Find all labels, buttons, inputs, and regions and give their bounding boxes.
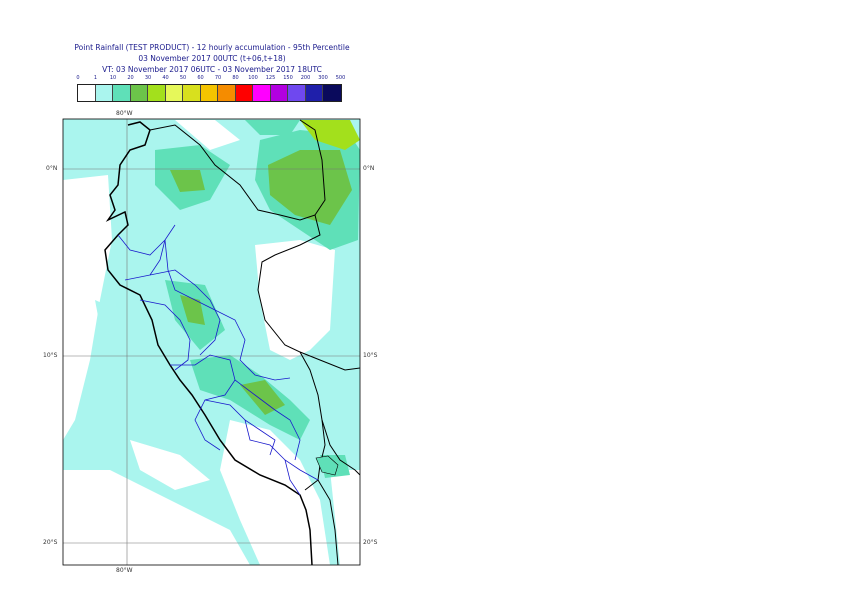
land-dry-area bbox=[220, 420, 330, 565]
lat-label-10-left: 10°S bbox=[43, 352, 58, 359]
map-frame bbox=[62, 118, 361, 566]
region-boundary bbox=[284, 459, 301, 496]
legend-swatch bbox=[200, 85, 218, 101]
ocean-dry-area bbox=[63, 175, 112, 440]
legend-tick-label: 60 bbox=[197, 75, 204, 81]
region-boundary bbox=[139, 299, 191, 371]
legend-tick-label: 500 bbox=[335, 75, 346, 81]
lon-label-bottom: 80°W bbox=[116, 567, 133, 574]
legend-tick-label: 50 bbox=[179, 75, 187, 81]
chart-title-line2: 03 November 2017 00UTC (t+06,t+18) bbox=[138, 54, 286, 63]
lat-label-20-left: 20°S bbox=[43, 539, 58, 546]
region-boundary bbox=[164, 239, 291, 381]
legend-tick-label: 1 bbox=[93, 75, 98, 81]
legend-tick-label: 80 bbox=[232, 75, 239, 81]
legend-swatch bbox=[183, 85, 201, 101]
rain-area bbox=[245, 120, 300, 135]
legend-swatch bbox=[253, 85, 271, 101]
lat-label-20-right: 20°S bbox=[363, 539, 378, 546]
legend-tick-label: 40 bbox=[162, 75, 169, 81]
legend-color-bar bbox=[77, 84, 342, 102]
rain-area bbox=[180, 295, 205, 325]
legend-tick-label: 100 bbox=[248, 75, 258, 81]
lat-label-10-right: 10°S bbox=[363, 352, 378, 359]
region-boundary bbox=[149, 239, 166, 276]
region-boundary bbox=[170, 354, 236, 451]
legend-swatch bbox=[235, 85, 253, 101]
legend-swatch bbox=[148, 85, 166, 101]
legend-tick-label: 150 bbox=[283, 75, 293, 81]
region-boundary bbox=[117, 224, 176, 256]
legend-tick-label: 30 bbox=[144, 75, 152, 81]
ocean-dry-area bbox=[130, 440, 210, 490]
country-border bbox=[317, 479, 339, 565]
legend-tick-label: 200 bbox=[300, 75, 311, 81]
legend-swatch bbox=[113, 85, 131, 101]
lon-label-top: 80°W bbox=[116, 110, 133, 117]
rain-area bbox=[190, 355, 310, 440]
country-border bbox=[149, 124, 326, 491]
region-boundary bbox=[124, 269, 221, 356]
legend-tick-labels: 0 1 10 20 30 40 50 60 70 80 100 125 150 200 300 500 bbox=[0, 75, 842, 85]
lat-label-0-right: 0°N bbox=[363, 165, 375, 172]
legend-swatch bbox=[130, 85, 148, 101]
chart-title-line1: Point Rainfall (TEST PRODUCT) - 12 hourl… bbox=[74, 43, 350, 52]
land-dry-area bbox=[330, 470, 360, 565]
legend-tick-label: 125 bbox=[265, 75, 276, 81]
ocean-dry-area bbox=[95, 300, 175, 470]
legend-tick-label: 10 bbox=[109, 75, 117, 81]
land-dry-area bbox=[255, 240, 335, 360]
chart-title-line3: VT: 03 November 2017 06UTC - 03 November… bbox=[102, 65, 322, 74]
region-boundary bbox=[244, 419, 276, 456]
rain-area bbox=[300, 120, 360, 150]
legend-swatch bbox=[288, 85, 306, 101]
ocean-dry-area bbox=[63, 470, 250, 565]
legend-swatch bbox=[270, 85, 288, 101]
country-border bbox=[321, 419, 360, 476]
legend-tick-label: 70 bbox=[214, 75, 222, 81]
region-boundary bbox=[234, 379, 301, 461]
legend-swatch bbox=[165, 85, 183, 101]
lake-titicaca bbox=[315, 455, 339, 476]
legend-swatch bbox=[323, 85, 341, 101]
legend-tick-label: 300 bbox=[318, 75, 328, 81]
country-border bbox=[299, 119, 326, 216]
region-boundary bbox=[204, 399, 319, 481]
legend-swatch bbox=[95, 85, 113, 101]
rain-area bbox=[170, 170, 205, 192]
coastline bbox=[104, 121, 313, 565]
country-border bbox=[299, 351, 360, 371]
legend-tick-label: 20 bbox=[127, 75, 134, 81]
legend-swatch bbox=[218, 85, 236, 101]
legend-swatch bbox=[305, 85, 323, 101]
rain-area bbox=[240, 380, 285, 415]
legend-tick-label: 0 bbox=[76, 75, 80, 81]
lat-label-0-left: 0°N bbox=[46, 165, 58, 172]
legend-swatch bbox=[78, 85, 96, 101]
ocean-dry-area bbox=[175, 120, 240, 150]
